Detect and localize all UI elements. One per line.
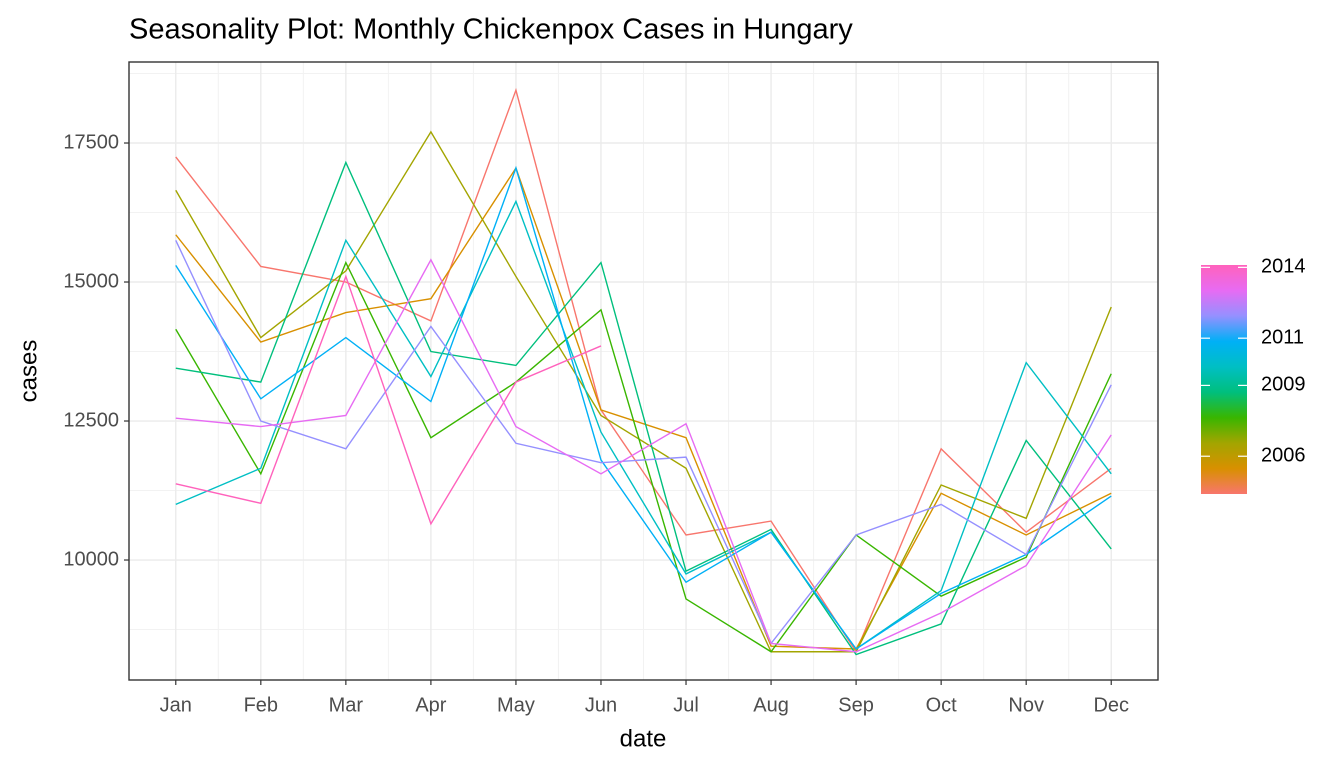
series-line <box>175 274 602 526</box>
series-line <box>175 130 1112 653</box>
y-axis-label: cases <box>15 340 42 403</box>
x-tick-label: Apr <box>415 694 446 716</box>
x-tick-label: Nov <box>1008 694 1044 716</box>
x-tick-label: May <box>497 694 535 716</box>
x-tick-label: Oct <box>926 694 958 716</box>
y-tick-label: 15000 <box>63 270 119 292</box>
series-line <box>175 260 1112 653</box>
colorbar-label: 2011 <box>1261 326 1304 348</box>
colorbar-label: 2009 <box>1261 374 1306 396</box>
x-tick-label: Sep <box>838 694 874 716</box>
y-tick-label: 17500 <box>63 131 119 153</box>
series-line <box>175 165 1112 650</box>
x-tick-label: Mar <box>329 694 364 716</box>
colorbar-label: 2006 <box>1261 445 1306 467</box>
x-axis-label: date <box>620 725 667 752</box>
series-line <box>175 199 1112 650</box>
series-line <box>175 166 1112 650</box>
x-tick-label: Dec <box>1093 694 1129 716</box>
y-tick-label: 12500 <box>63 409 119 431</box>
panel-border <box>128 61 1159 681</box>
x-tick-label: Jul <box>673 694 699 716</box>
colorbar <box>1201 265 1247 494</box>
series-line <box>175 240 1112 645</box>
x-tick-label: Feb <box>244 694 278 716</box>
colorbar-label: 2014 <box>1261 256 1306 278</box>
x-tick-label: Jun <box>585 694 617 716</box>
x-tick-label: Jan <box>160 694 192 716</box>
x-tick-label: Aug <box>753 694 789 716</box>
y-tick-label: 10000 <box>63 548 119 570</box>
chart-title: Seasonality Plot: Monthly Chickenpox Cas… <box>129 14 853 46</box>
series-line <box>175 258 1112 653</box>
series-line <box>175 160 1112 656</box>
